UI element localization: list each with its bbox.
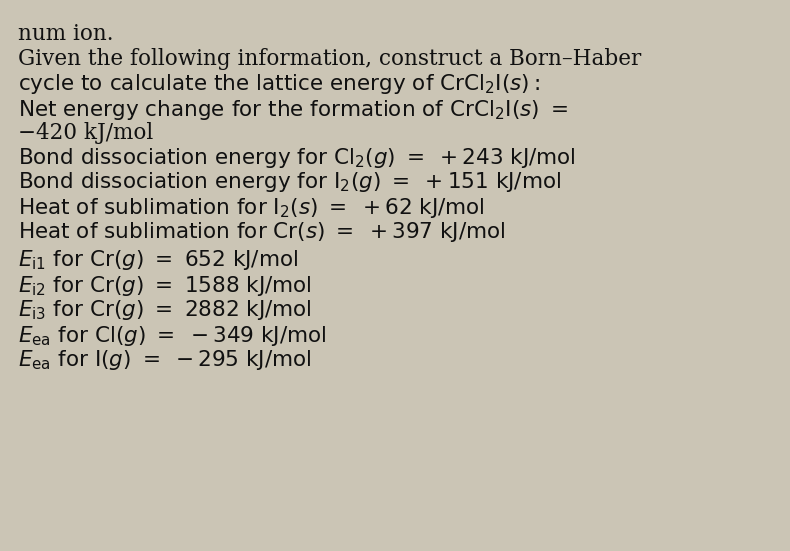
Text: $E_{\mathrm{ea}}\mathrm{\ for\ I(}$$\mathit{g}$$\mathrm{)\ =\ -295\ kJ/mol}$: $E_{\mathrm{ea}}\mathrm{\ for\ I(}$$\mat… (18, 348, 311, 372)
Text: $E_{\mathrm{i1}}\mathrm{\ for\ Cr(}$$\mathit{g}$$\mathrm{)\ =\ 652\ kJ/mol}$: $E_{\mathrm{i1}}\mathrm{\ for\ Cr(}$$\ma… (18, 249, 298, 273)
Text: Given the following information, construct a Born–Haber: Given the following information, constru… (18, 47, 641, 69)
Text: $\mathrm{Heat\ of\ sublimation\ for\ Cr(}$$\mathit{s}$$\mathrm{)\ =\ +397\ kJ/mo: $\mathrm{Heat\ of\ sublimation\ for\ Cr(… (18, 220, 506, 245)
Text: $\mathrm{Bond\ dissociation\ energy\ for\ Cl_2(}$$\mathit{g}$$\mathrm{)\ =\ +243: $\mathrm{Bond\ dissociation\ energy\ for… (18, 145, 576, 170)
Text: $\mathrm{Net\ energy\ change\ for\ the\ formation\ of\ CrCl_2I(}$$\mathit{s}$$\m: $\mathrm{Net\ energy\ change\ for\ the\ … (18, 98, 568, 122)
Text: −420 kJ/mol: −420 kJ/mol (18, 122, 153, 144)
Text: $\mathrm{Heat\ of\ sublimation\ for\ I_2(}$$\mathit{s}$$\mathrm{)\ =\ +62\ kJ/mo: $\mathrm{Heat\ of\ sublimation\ for\ I_2… (18, 196, 485, 219)
Text: $E_{\mathrm{i3}}\mathrm{\ for\ Cr(}$$\mathit{g}$$\mathrm{)\ =\ 2882\ kJ/mol}$: $E_{\mathrm{i3}}\mathrm{\ for\ Cr(}$$\ma… (18, 299, 312, 322)
Text: $\mathrm{Bond\ dissociation\ energy\ for\ I_2(}$$\mathit{g}$$\mathrm{)\ =\ +151\: $\mathrm{Bond\ dissociation\ energy\ for… (18, 170, 561, 195)
Text: $E_{\mathrm{ea}}\mathrm{\ for\ Cl(}$$\mathit{g}$$\mathrm{)\ =\ -349\ kJ/mol}$: $E_{\mathrm{ea}}\mathrm{\ for\ Cl(}$$\ma… (18, 323, 326, 348)
Text: num ion.: num ion. (18, 24, 114, 46)
Text: $\mathrm{cycle\ to\ calculate\ the\ lattice\ energy\ of\ CrCl_2I(}$$\mathit{s}$$: $\mathrm{cycle\ to\ calculate\ the\ latt… (18, 73, 540, 96)
Text: $E_{\mathrm{i2}}\mathrm{\ for\ Cr(}$$\mathit{g}$$\mathrm{)\ =\ 1588\ kJ/mol}$: $E_{\mathrm{i2}}\mathrm{\ for\ Cr(}$$\ma… (18, 273, 312, 298)
